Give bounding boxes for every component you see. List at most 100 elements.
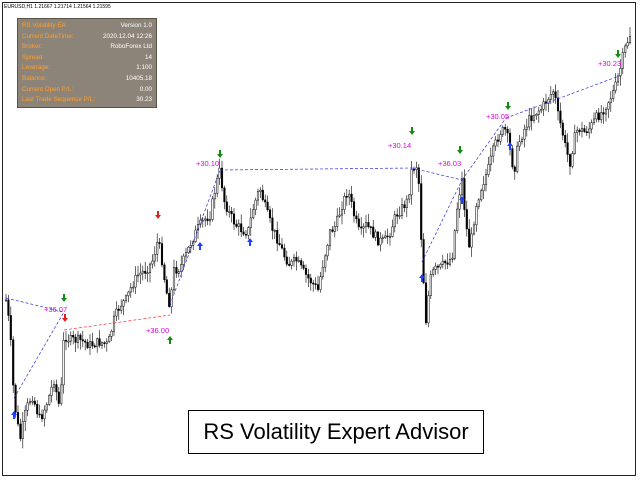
candle-body [472,224,476,235]
candle-body [590,122,593,130]
candle-body [528,115,531,128]
candle-body [7,299,10,316]
candle-body [206,218,209,222]
candle-body [115,308,118,317]
candle-body [235,223,238,227]
candle-body [108,336,111,343]
info-value: 10405.18 [125,74,152,82]
candle-body [117,308,120,311]
info-row-leverage: Leverage: 1:100 [22,63,152,74]
info-label: Current Open P/L: [22,85,74,93]
candle-body [134,274,137,288]
candle-body [165,279,168,294]
candle-body [223,187,226,203]
candlestick-series [4,26,632,449]
arrow-shape [457,146,463,154]
candle-body [360,226,363,229]
candle-body [232,213,236,225]
candle-body [540,108,543,112]
candle-body [578,129,581,132]
info-value: 14 [144,53,152,61]
info-label: Broker: [22,43,43,51]
candle-body [436,265,440,268]
candle-body [76,334,80,343]
up-arrow-icon [197,242,203,250]
candle-body [386,235,389,238]
candle-body [463,178,466,210]
down-arrow-icon [409,127,415,135]
trade-arrows [11,50,621,419]
candle-body [268,209,272,219]
candle-body [547,99,550,104]
candle-body [496,139,500,142]
candle-body [424,282,428,324]
candle-body [105,341,108,344]
candle-body [422,239,425,284]
up-arrow-icon [507,142,513,150]
info-row-open-pl: Current Open P/L: 0.00 [22,85,152,96]
candle-body [220,167,224,189]
candle-body [352,201,356,217]
candle-body [348,193,351,198]
candle-body [60,384,63,404]
candle-body [480,190,483,201]
candle-body [50,386,53,396]
candle-body [297,260,300,262]
candle-body [211,198,214,220]
arrow-shape [167,336,173,344]
candle-body [338,214,341,217]
arrow-shape [61,294,67,302]
info-label: Last Trade Sequence P/L: [22,96,95,104]
candle-body [120,305,123,311]
trade-line [421,179,463,263]
arrow-shape [11,411,17,419]
candle-body [48,395,51,405]
down-arrow-icon [457,146,463,154]
candle-body [216,178,219,194]
candle-body [381,237,384,240]
candle-body [84,340,87,343]
candle-body [273,230,276,232]
candle-body [252,209,255,219]
trade-line [219,167,413,171]
candle-body [324,255,327,268]
trade-line [411,167,463,181]
profit-label: +30.05 [486,112,509,121]
candle-body [492,145,495,157]
profit-label: +30.23 [598,59,621,68]
candle-body [153,253,156,262]
candle-body [571,153,574,167]
candle-body [249,217,252,228]
caption-text: RS Volatility Expert Advisor [203,419,469,444]
candle-body [451,257,454,260]
info-value: 30.23 [136,96,152,104]
candle-body [28,401,32,404]
caption-box: RS Volatility Expert Advisor [188,410,484,454]
candle-body [477,199,480,207]
candle-body [369,226,372,229]
candle-body [93,345,96,348]
candle-body [110,330,113,337]
candle-body [616,75,620,83]
candle-body [172,267,176,291]
up-arrow-icon [247,238,253,246]
candle-body [180,264,183,272]
candle-body [24,409,27,422]
symbol-quote-line: EURUSD,H1 1.21667 1.21714 1.21564 1.2159… [4,4,111,10]
candle-body [456,208,459,232]
info-label: Spread: [22,53,45,61]
candle-body [415,167,418,170]
profit-label: +30.14 [388,141,411,150]
candle-body [465,209,468,230]
candle-body [91,341,94,347]
candle-body [201,219,204,222]
candle-body [266,201,269,211]
candle-body [400,204,404,216]
candle-body [391,226,394,237]
candle-body [372,226,375,238]
profit-label: +30.10 [196,159,219,168]
candle-body [230,211,233,215]
candle-body [573,132,576,154]
candle-body [420,183,423,240]
